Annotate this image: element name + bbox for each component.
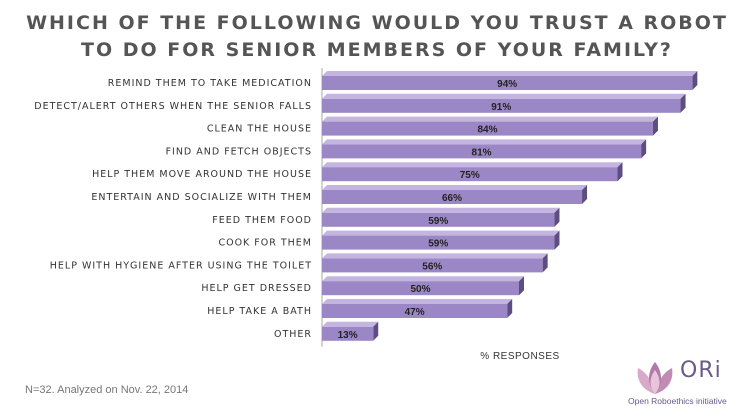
bar-group: 47% HELP TAKE A BATH — [207, 299, 513, 318]
bar — [322, 76, 693, 90]
bar-value-label: 94% — [497, 79, 517, 90]
bar — [322, 281, 519, 296]
bar-top — [322, 253, 548, 259]
bar — [322, 144, 642, 159]
bar-group: 59% COOK FOR THEM — [218, 230, 560, 250]
x-axis-label: % RESPONSES — [480, 351, 560, 362]
bar-side — [692, 71, 698, 90]
bar-value-label: 59% — [428, 239, 448, 250]
bar-top — [322, 230, 560, 236]
category-label: CLEAN THE HOUSE — [207, 124, 312, 135]
bar — [322, 98, 681, 113]
bar-side — [373, 321, 379, 341]
bar-value-label: 91% — [491, 102, 511, 113]
ori-logo: ORi Open Roboethics initiative — [628, 358, 748, 406]
bar-side — [542, 253, 548, 273]
bar-value-label: 56% — [422, 261, 442, 272]
bar-side — [554, 207, 560, 227]
bar — [322, 235, 555, 250]
bar — [322, 258, 543, 273]
bar-group: 66% ENTERTAIN AND SOCIALIZE WITH THEM — [91, 185, 588, 204]
bar-top — [322, 71, 698, 76]
bar-group: 56% HELP WITH HYGIENE AFTER USING THE TOI… — [50, 253, 548, 273]
bar-group: 91% DETECT/ALERT OTHERS WHEN THE SENIOR F… — [34, 93, 686, 113]
bar-value-label: 81% — [472, 147, 492, 158]
bar-group: 59% FEED THEM FOOD — [212, 207, 560, 227]
bar-group: 94% REMIND THEM TO TAKE MEDICATION — [108, 71, 698, 90]
category-label: ENTERTAIN AND SOCIALIZE WITH THEM — [91, 192, 312, 203]
bar — [322, 121, 653, 136]
bar — [322, 212, 555, 227]
bar-group: 84% CLEAN THE HOUSE — [207, 116, 658, 136]
category-label: COOK FOR THEM — [218, 238, 312, 249]
bar-top — [322, 321, 379, 327]
category-label: REMIND THEM TO TAKE MEDICATION — [108, 78, 312, 89]
bar-top — [322, 139, 647, 145]
bar-value-label: 59% — [428, 216, 448, 227]
logo-subtitle: Open Roboethics initiative — [628, 396, 727, 406]
bar-value-label: 50% — [410, 284, 430, 295]
bar — [322, 304, 508, 318]
category-label: HELP TAKE A BATH — [207, 306, 312, 317]
bar — [322, 167, 618, 182]
bar-top — [322, 185, 588, 190]
category-label: HELP GET DRESSED — [201, 283, 312, 294]
bar-group: 75% HELP THEM MOVE AROUND THE HOUSE — [92, 162, 623, 182]
bar-side — [582, 185, 588, 204]
bar-group: 81% FIND AND FETCH OBJECTS — [166, 139, 647, 159]
bar-side — [554, 230, 560, 250]
bar-side — [652, 116, 658, 136]
bar-side — [519, 276, 524, 296]
bar-side — [641, 139, 647, 159]
bar-value-label: 84% — [477, 125, 497, 136]
bar — [322, 190, 583, 204]
category-label: FIND AND FETCH OBJECTS — [166, 146, 312, 157]
bar-group: 13% OTHER — [274, 321, 379, 341]
bar-top — [322, 207, 560, 213]
footnote: N=32. Analyzed on Nov. 22, 2014 — [25, 384, 189, 396]
bar-top — [322, 93, 686, 99]
bar-top — [322, 276, 524, 282]
bar-side — [617, 162, 623, 182]
bar-side — [507, 299, 513, 318]
bar-value-label: 13% — [338, 330, 358, 341]
bar-value-label: 75% — [460, 170, 480, 181]
category-label: OTHER — [274, 329, 312, 340]
bar-top — [322, 116, 658, 122]
bar-top — [322, 299, 513, 304]
logo-name: ORi — [680, 358, 722, 383]
category-label: HELP WITH HYGIENE AFTER USING THE TOILET — [50, 260, 312, 271]
category-label: FEED THEM FOOD — [212, 215, 312, 226]
category-label: DETECT/ALERT OTHERS WHEN THE SENIOR FALL… — [34, 101, 312, 112]
lotus-icon — [637, 362, 673, 394]
chart-title: WHICH OF THE FOLLOWING WOULD YOU TRUST A… — [0, 10, 754, 64]
chart-title-line-1: WHICH OF THE FOLLOWING WOULD YOU TRUST A… — [26, 12, 728, 34]
chart-title-line-2: TO DO FOR SENIOR MEMBERS OF YOUR FAMILY? — [81, 39, 673, 61]
category-label: HELP THEM MOVE AROUND THE HOUSE — [92, 169, 312, 180]
bar-group: 50% HELP GET DRESSED — [201, 276, 524, 296]
bar-value-label: 47% — [405, 307, 425, 318]
bar-value-label: 66% — [442, 193, 462, 204]
bar — [322, 326, 374, 341]
bar-top — [322, 162, 623, 168]
bar-side — [680, 93, 686, 113]
